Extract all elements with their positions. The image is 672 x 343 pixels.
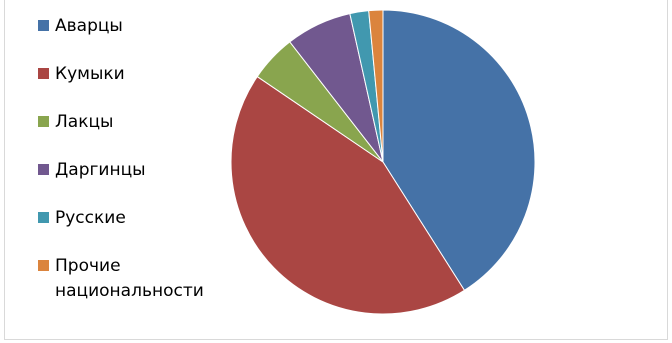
legend-label-dargintsy: Даргинцы — [55, 160, 146, 180]
legend-swatch-prochie — [38, 260, 49, 271]
legend-item-prochie: Прочие национальности — [38, 254, 225, 304]
legend-item-russkie: Русские — [38, 206, 225, 231]
pie-slice-5 — [368, 9, 384, 163]
legend-label-prochie: Прочие национальности — [55, 256, 204, 301]
legend-swatch-kumyki — [38, 68, 49, 79]
legend-swatch-laktsy — [38, 116, 49, 127]
legend-label-laktsy: Лакцы — [55, 112, 114, 132]
legend-item-avartsy: Аварцы — [38, 14, 225, 39]
pie-slice-0 — [382, 9, 536, 292]
legend-item-dargintsy: Даргинцы — [38, 158, 225, 183]
legend-swatch-dargintsy — [38, 164, 49, 175]
legend-label-avartsy: Аварцы — [55, 16, 123, 36]
legend-swatch-russkie — [38, 212, 49, 223]
pie-slice-1 — [230, 75, 466, 315]
legend-label-russkie: Русские — [55, 208, 126, 228]
legend-swatch-avartsy — [38, 20, 49, 31]
legend-item-kumyki: Кумыки — [38, 62, 225, 87]
legend-item-laktsy: Лакцы — [38, 110, 225, 135]
legend-label-kumyki: Кумыки — [55, 64, 125, 84]
